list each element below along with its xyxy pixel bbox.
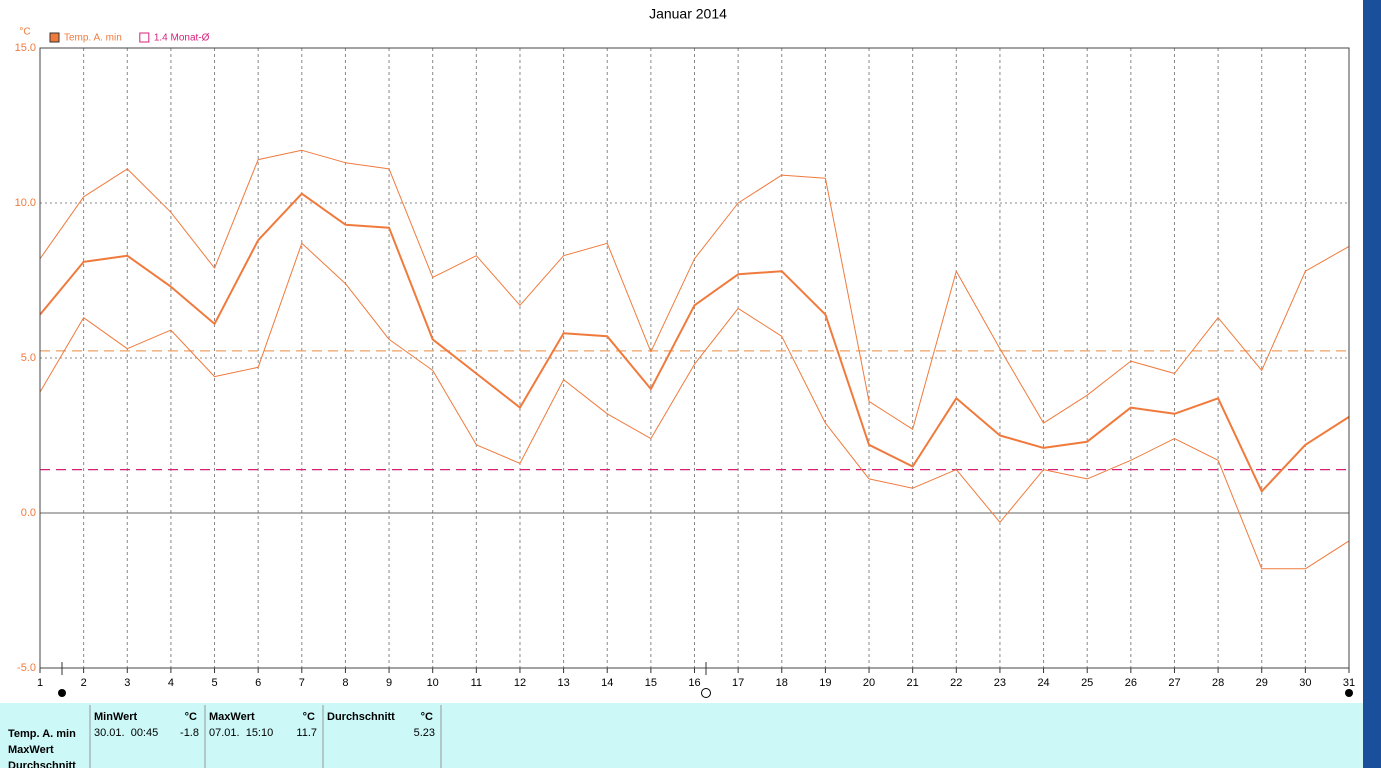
column-unit: °C: [303, 711, 315, 723]
x-tick-label: 7: [299, 677, 305, 689]
moon-icon: [1345, 689, 1353, 697]
x-tick-label: 4: [168, 677, 174, 689]
x-tick-label: 19: [819, 677, 831, 689]
series-line: [39, 149, 1350, 430]
row-label: MaxWert: [8, 744, 54, 756]
moon-icon: [701, 688, 711, 698]
column-unit: °C: [185, 711, 197, 723]
cell-time: 30.01. 00:45: [94, 727, 158, 739]
legend-swatch: [49, 32, 60, 43]
x-tick-label: 8: [342, 677, 348, 689]
x-tick-label: 22: [950, 677, 962, 689]
column-header: Durchschnitt: [327, 711, 395, 723]
x-tick-label: 21: [907, 677, 919, 689]
legend-label: Temp. A. min: [64, 33, 122, 44]
y-tick-label: 15.0: [15, 42, 36, 54]
y-tick-label: 5.0: [21, 352, 36, 364]
x-tick-label: 28: [1212, 677, 1224, 689]
plot-frame: [39, 47, 1350, 669]
x-tick-label: 12: [514, 677, 526, 689]
x-tick-label: 16: [688, 677, 700, 689]
series-line: [39, 192, 1350, 493]
y-unit: °C: [19, 27, 30, 38]
row-label: Durchschnitt: [8, 760, 76, 768]
cell-value: 11.7: [296, 727, 317, 739]
x-tick-label: 1: [37, 677, 43, 689]
column-header: MinWert: [94, 711, 138, 723]
table-panel: [0, 703, 1363, 768]
x-tick-label: 20: [863, 677, 875, 689]
x-tick-label: 9: [386, 677, 392, 689]
x-tick-label: 6: [255, 677, 261, 689]
x-tick-label: 11: [471, 677, 482, 689]
x-tick-label: 25: [1081, 677, 1093, 689]
x-tick-label: 30: [1299, 677, 1311, 689]
x-tick-label: 14: [601, 677, 613, 689]
x-tick-label: 5: [211, 677, 217, 689]
row-label: Temp. A. min: [8, 728, 76, 740]
x-tick-label: 31: [1343, 677, 1355, 689]
x-tick-label: 27: [1168, 677, 1180, 689]
x-tick-label: 26: [1125, 677, 1137, 689]
legend-swatch: [139, 32, 150, 43]
moon-icon: [58, 689, 66, 697]
cell-value: 5.23: [414, 727, 435, 739]
x-tick-label: 29: [1256, 677, 1268, 689]
x-tick-label: 10: [427, 677, 439, 689]
x-tick-label: 18: [776, 677, 788, 689]
series-line: [39, 242, 1350, 570]
column-unit: °C: [421, 711, 433, 723]
column-header: MaxWert: [209, 711, 255, 723]
x-tick-label: 2: [81, 677, 87, 689]
x-tick-label: 3: [124, 677, 130, 689]
chart-title: Januar 2014: [649, 6, 727, 22]
x-tick-label: 15: [645, 677, 657, 689]
x-tick-label: 24: [1037, 677, 1049, 689]
x-tick-label: 13: [557, 677, 569, 689]
y-tick-label: 0.0: [21, 507, 36, 519]
y-tick-label: 10.0: [15, 197, 36, 209]
x-tick-label: 23: [994, 677, 1006, 689]
legend-label: 1.4 Monat-Ø: [154, 33, 210, 44]
desktop-edge: [1363, 0, 1381, 768]
x-tick-label: 17: [732, 677, 744, 689]
cell-time: 07.01. 15:10: [209, 727, 273, 739]
y-tick-label: -5.0: [17, 662, 36, 674]
cell-value: -1.8: [180, 727, 199, 739]
